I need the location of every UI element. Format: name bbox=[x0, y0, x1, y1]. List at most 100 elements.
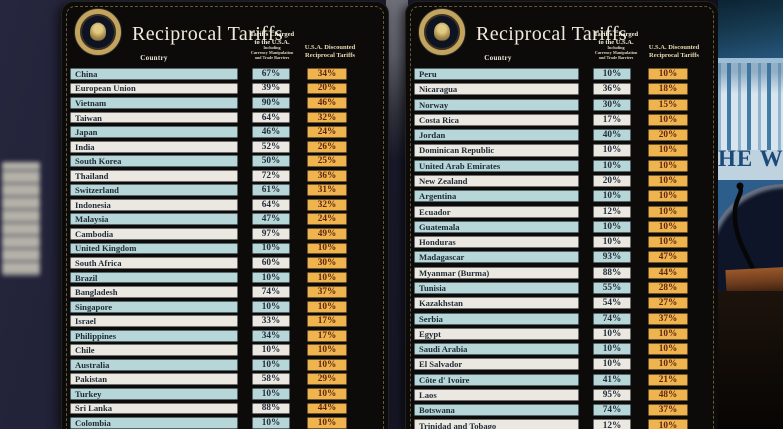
country-cell: Costa Rica bbox=[414, 113, 579, 126]
table-row: Switzerland 61% 31% bbox=[70, 184, 347, 197]
discounted-tariff-cell: 10% bbox=[648, 174, 688, 188]
country-cell: Kazakhstan bbox=[414, 297, 579, 310]
discounted-tariff-cell: 34% bbox=[307, 68, 347, 80]
table-row: Madagascar 93% 47% bbox=[414, 251, 688, 264]
tariff-charged-cell: 20% bbox=[593, 174, 631, 188]
table-row: Serbia 74% 37% bbox=[414, 312, 688, 325]
tariff-charged-cell: 12% bbox=[593, 419, 631, 429]
discounted-tariff-cell: 44% bbox=[307, 402, 347, 415]
table-row: Peru 10% 10% bbox=[414, 68, 688, 81]
country-cell: Pakistan bbox=[70, 373, 238, 386]
tariff-charged-cell: 95% bbox=[593, 388, 631, 401]
column-header-country: Country bbox=[484, 54, 512, 62]
tariff-table-right: Peru 10% 10% Nicaragua 36% 18% Norway 30% 15% Cos… bbox=[414, 68, 688, 429]
table-row: Australia 10% 10% bbox=[70, 358, 347, 371]
charged-header-subline: Currency Manipulation bbox=[250, 49, 294, 55]
tariff-charged-cell: 10% bbox=[252, 271, 290, 284]
table-row: Malaysia 47% 24% bbox=[70, 213, 347, 226]
tariff-charged-cell: 10% bbox=[252, 344, 290, 357]
table-row: United Kingdom 10% 10% bbox=[70, 242, 347, 255]
country-cell: Côte d' Ivoire bbox=[414, 373, 579, 386]
charged-header-line: to the U.S.A. bbox=[254, 38, 290, 46]
table-row: Colombia 10% 10% bbox=[70, 417, 347, 429]
table-row: Honduras 10% 10% bbox=[414, 236, 688, 249]
country-cell: Chile bbox=[70, 344, 238, 357]
table-row: Kazakhstan 54% 27% bbox=[414, 297, 688, 310]
podium-front bbox=[718, 291, 783, 429]
column-header-discounted: U.S.A. Discounted Reciprocal Tariffs bbox=[634, 44, 714, 59]
country-cell: Laos bbox=[414, 388, 579, 401]
table-row: Vietnam 90% 46% bbox=[70, 97, 347, 109]
table-row: Costa Rica 17% 10% bbox=[414, 113, 688, 126]
discounted-tariff-cell: 32% bbox=[307, 111, 347, 124]
discounted-tariff-cell: 47% bbox=[648, 251, 688, 264]
charged-header-line: to the U.S.A. bbox=[598, 38, 634, 46]
discounted-tariff-cell: 15% bbox=[648, 98, 688, 111]
tariff-charged-cell: 10% bbox=[593, 358, 631, 371]
tariff-charged-cell: 46% bbox=[252, 126, 290, 138]
country-cell: Jordan bbox=[414, 129, 579, 142]
discounted-tariff-cell: 10% bbox=[648, 343, 688, 356]
country-cell: South Korea bbox=[70, 155, 238, 168]
discounted-tariff-cell: 46% bbox=[307, 97, 347, 109]
discounted-tariff-cell: 26% bbox=[307, 140, 347, 153]
table-row: China 67% 34% bbox=[70, 68, 347, 80]
tariff-table-left: China 67% 34% European Union 39% 20% Vietnam 90… bbox=[70, 68, 347, 429]
country-cell: United Arab Emirates bbox=[414, 159, 579, 172]
tariff-charged-cell: 30% bbox=[593, 98, 631, 111]
country-cell: Trinidad and Tobago bbox=[414, 419, 579, 429]
discounted-tariff-cell: 10% bbox=[307, 388, 347, 400]
table-row: Saudi Arabia 10% 10% bbox=[414, 343, 688, 356]
tariff-charged-cell: 72% bbox=[252, 169, 290, 182]
discounted-tariff-cell: 10% bbox=[307, 358, 347, 371]
table-row: Ecuador 12% 10% bbox=[414, 205, 688, 218]
country-cell: Switzerland bbox=[70, 184, 238, 197]
table-row: Nicaragua 36% 18% bbox=[414, 83, 688, 96]
charged-header-subline: and Trade Barriers bbox=[598, 54, 634, 60]
charged-header-line: Tariffs Charged bbox=[593, 31, 639, 38]
backdrop-top-shade bbox=[718, 0, 783, 60]
white-house-image bbox=[718, 58, 783, 150]
table-row: Sri Lanka 88% 44% bbox=[70, 402, 347, 415]
discounted-tariff-cell: 37% bbox=[307, 286, 347, 298]
tariff-charged-cell: 55% bbox=[593, 281, 631, 295]
tariff-charged-cell: 52% bbox=[252, 140, 290, 153]
country-cell: Serbia bbox=[414, 312, 579, 325]
tariff-charged-cell: 10% bbox=[593, 236, 631, 249]
charged-header-subline: Including bbox=[263, 45, 281, 50]
country-cell: Dominican Republic bbox=[414, 144, 579, 157]
seal-eagle-icon bbox=[90, 22, 106, 41]
column-header-tariffs-charged: Tariffs Charged to the U.S.A. Including … bbox=[584, 31, 648, 60]
discounted-tariff-cell: 10% bbox=[648, 327, 688, 340]
charged-header-subline: and Trade Barriers bbox=[254, 54, 290, 60]
table-row: Tunisia 55% 28% bbox=[414, 281, 688, 295]
table-row: Singapore 10% 10% bbox=[70, 300, 347, 313]
country-cell: Thailand bbox=[70, 169, 238, 182]
discounted-tariff-cell: 18% bbox=[648, 83, 688, 96]
discounted-tariff-cell: 48% bbox=[648, 388, 688, 401]
table-row: Cambodia 97% 49% bbox=[70, 228, 347, 240]
tariff-charged-cell: 64% bbox=[252, 111, 290, 124]
table-row: Myanmar (Burma) 88% 44% bbox=[414, 266, 688, 279]
country-cell: Egypt bbox=[414, 327, 579, 340]
country-cell: Colombia bbox=[70, 417, 238, 429]
tariff-charged-cell: 90% bbox=[252, 97, 290, 109]
country-cell: India bbox=[70, 140, 238, 153]
country-cell: Brazil bbox=[70, 271, 238, 284]
backdrop-partial-sign-text: HE W bbox=[718, 146, 783, 171]
discounted-tariff-cell: 10% bbox=[648, 220, 688, 233]
discounted-tariff-cell: 10% bbox=[648, 205, 688, 218]
blurred-wall-sign bbox=[2, 162, 40, 276]
column-header-discounted: U.S.A. Discounted Reciprocal Tariffs bbox=[290, 44, 370, 59]
tariff-board-right: Reciprocal Tariffs Country Tariffs Charg… bbox=[406, 2, 718, 429]
table-row: Taiwan 64% 32% bbox=[70, 111, 347, 124]
discounted-tariff-cell: 29% bbox=[307, 373, 347, 386]
discounted-tariff-cell: 31% bbox=[307, 184, 347, 197]
briefing-room-backdrop: HE W bbox=[718, 0, 783, 429]
table-row: Indonesia 64% 32% bbox=[70, 198, 347, 211]
discounted-tariff-cell: 17% bbox=[307, 329, 347, 342]
tariff-charged-cell: 88% bbox=[593, 266, 631, 279]
discounted-tariff-cell: 37% bbox=[648, 404, 688, 417]
country-cell: Myanmar (Burma) bbox=[414, 266, 579, 279]
country-cell: Cambodia bbox=[70, 228, 238, 240]
